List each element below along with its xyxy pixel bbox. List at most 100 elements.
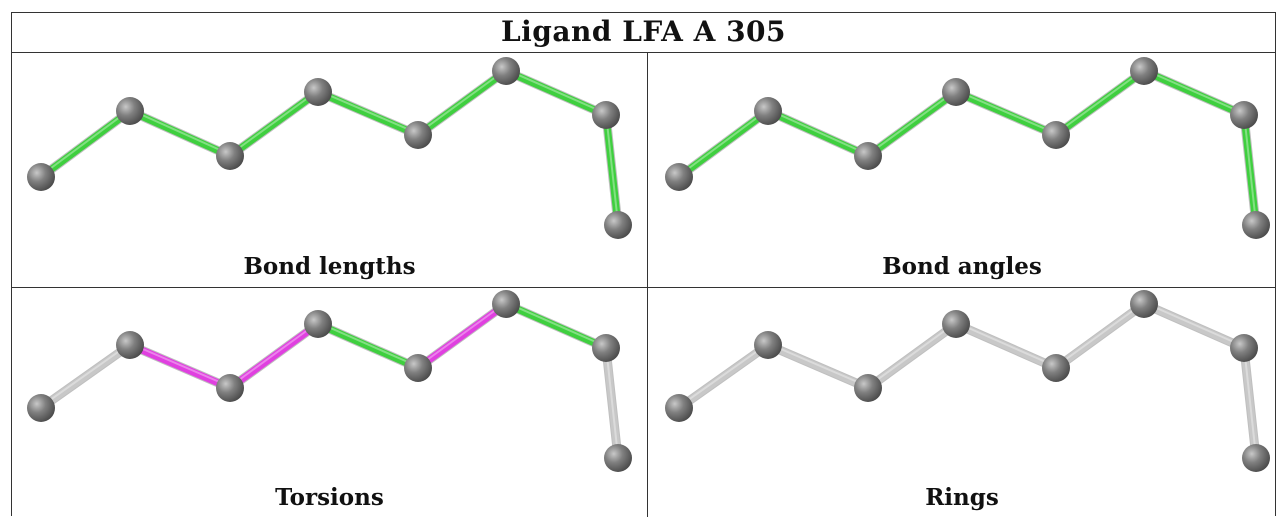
atom-1 xyxy=(665,163,693,191)
bond-highlight xyxy=(1055,68,1145,135)
atom-1 xyxy=(665,394,693,422)
bond-2 xyxy=(764,107,872,160)
bond-highlight xyxy=(867,89,957,156)
bond-highlight xyxy=(229,89,319,156)
atom-2 xyxy=(754,97,782,125)
bond-6 xyxy=(1140,300,1248,352)
bond-highlight xyxy=(867,321,957,388)
bond-4 xyxy=(314,320,422,372)
atom-7 xyxy=(1230,101,1258,129)
bond-highlight xyxy=(40,342,131,408)
bond-3 xyxy=(864,88,960,160)
bond-4 xyxy=(952,88,1060,139)
bond-5 xyxy=(1052,300,1148,372)
bond-highlight xyxy=(317,321,419,368)
panel-bond-angles: Bond angles xyxy=(648,53,1276,288)
atom-4 xyxy=(942,78,970,106)
atom-4 xyxy=(304,310,332,338)
bond-1 xyxy=(37,341,134,412)
atom-3 xyxy=(854,142,882,170)
caption-rings: Rings xyxy=(925,484,999,511)
bond-2 xyxy=(126,107,234,160)
atom-6 xyxy=(492,290,520,318)
panel-rings: Rings xyxy=(648,288,1276,517)
bond-highlight xyxy=(605,346,619,457)
molecule-bond-lengths xyxy=(27,57,632,239)
bond-highlight xyxy=(767,108,869,156)
bond-highlight xyxy=(129,108,231,156)
caption-bond-angles: Bond angles xyxy=(882,253,1042,280)
bond-highlight xyxy=(1055,301,1145,368)
bond-highlight xyxy=(1243,346,1257,457)
atom-6 xyxy=(1130,290,1158,318)
atom-4 xyxy=(304,78,332,106)
atom-1 xyxy=(27,394,55,422)
atom-5 xyxy=(1042,354,1070,382)
molecule-torsions xyxy=(27,290,632,472)
bond-2 xyxy=(126,341,234,392)
atom-5 xyxy=(1042,121,1070,149)
bond-highlight xyxy=(129,342,231,388)
atom-4 xyxy=(942,310,970,338)
molecule-bond-angles xyxy=(665,57,1270,239)
atom-5 xyxy=(404,121,432,149)
atom-7 xyxy=(592,334,620,362)
atom-8 xyxy=(1242,211,1270,239)
panel-torsions: Torsions xyxy=(12,288,648,517)
bond-2 xyxy=(764,341,872,392)
bond-3 xyxy=(864,320,960,392)
panel-bond-lengths: Bond lengths xyxy=(12,53,648,288)
bond-highlight xyxy=(678,108,769,177)
bond-5 xyxy=(414,67,510,139)
atom-3 xyxy=(216,142,244,170)
atom-5 xyxy=(404,354,432,382)
atom-1 xyxy=(27,163,55,191)
atom-6 xyxy=(492,57,520,85)
atom-8 xyxy=(604,211,632,239)
bond-5 xyxy=(1052,67,1148,139)
bond-6 xyxy=(1140,67,1248,119)
bond-highlight xyxy=(1143,68,1245,115)
atom-7 xyxy=(592,101,620,129)
bond-highlight xyxy=(505,68,607,115)
bond-highlight xyxy=(767,342,869,388)
bond-1 xyxy=(37,107,134,181)
atom-3 xyxy=(216,374,244,402)
bond-5 xyxy=(414,300,510,372)
bond-7 xyxy=(602,111,622,229)
bond-6 xyxy=(502,67,610,119)
bond-1 xyxy=(675,341,772,412)
atom-2 xyxy=(754,331,782,359)
bond-3 xyxy=(226,88,322,160)
bond-1 xyxy=(675,107,772,181)
bond-highlight xyxy=(229,321,319,388)
bond-highlight xyxy=(317,89,419,135)
bond-highlight xyxy=(955,89,1057,135)
atom-7 xyxy=(1230,334,1258,362)
atom-2 xyxy=(116,331,144,359)
bond-highlight xyxy=(417,68,507,135)
bond-4 xyxy=(314,88,422,139)
figure-title: Ligand LFA A 305 xyxy=(12,13,1275,53)
atom-8 xyxy=(604,444,632,472)
bond-3 xyxy=(226,320,322,392)
atom-8 xyxy=(1242,444,1270,472)
atom-3 xyxy=(854,374,882,402)
atom-2 xyxy=(116,97,144,125)
atom-6 xyxy=(1130,57,1158,85)
bond-highlight xyxy=(605,113,619,224)
bond-highlight xyxy=(1143,301,1245,348)
bond-7 xyxy=(1240,344,1260,462)
bond-7 xyxy=(602,344,622,462)
bond-7 xyxy=(1240,111,1260,229)
bond-highlight xyxy=(1243,113,1257,224)
caption-torsions: Torsions xyxy=(275,484,384,511)
caption-bond-lengths: Bond lengths xyxy=(243,253,416,280)
bond-highlight xyxy=(40,108,131,177)
bond-highlight xyxy=(678,342,769,408)
bond-highlight xyxy=(505,301,607,348)
bond-4 xyxy=(952,320,1060,372)
bond-highlight xyxy=(955,321,1057,368)
bond-highlight xyxy=(417,301,507,368)
molecule-rings xyxy=(665,290,1270,472)
